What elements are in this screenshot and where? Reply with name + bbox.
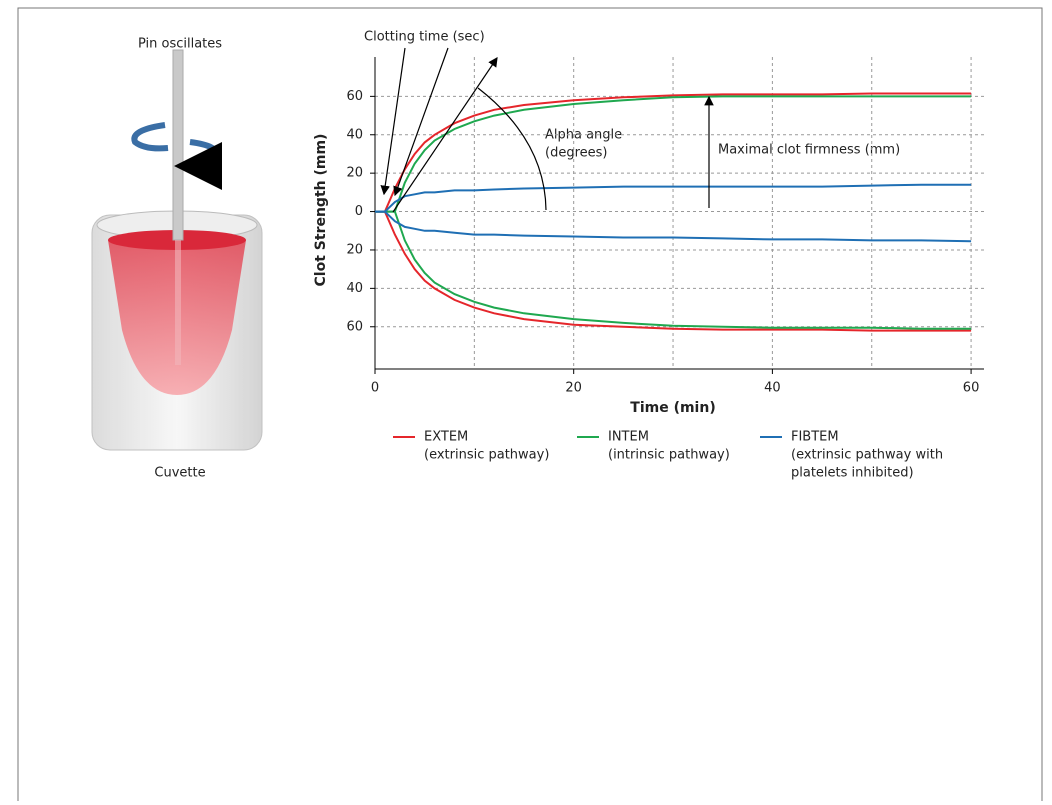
legend-description: platelets inhibited) — [791, 466, 914, 481]
plot: 60 40 20 0 20 40 60 0 20 40 60 — [346, 57, 984, 396]
y-tick-label: 60 — [346, 89, 363, 104]
legend-description: (intrinsic pathway) — [608, 448, 730, 463]
x-tick-label: 60 — [963, 381, 980, 396]
pin-label: Pin oscillates — [138, 37, 222, 52]
x-tick-label: 40 — [764, 381, 781, 396]
legend-label: INTEM — [608, 430, 649, 445]
series-line — [375, 210, 972, 243]
alpha-label: Alpha angle — [545, 128, 622, 143]
series-line — [375, 95, 972, 213]
x-tick-label: 20 — [565, 381, 582, 396]
series-line — [375, 92, 972, 213]
y-tick-label: 0 — [355, 204, 363, 219]
mcf-label: Maximal clot firmness (mm) — [718, 143, 900, 158]
y-tick-label: 40 — [346, 281, 363, 296]
y-axis-label: Clot Strength (mm) — [313, 134, 329, 287]
x-axis-label: Time (min) — [630, 400, 715, 416]
cuvette-label: Cuvette — [154, 466, 205, 481]
y-tick-label: 40 — [346, 127, 363, 142]
legend-description: (extrinsic pathway) — [424, 448, 549, 463]
annotation-arrows — [380, 47, 714, 213]
y-tick-label: 20 — [346, 166, 363, 181]
series-line — [375, 210, 972, 332]
y-tick-label: 60 — [346, 319, 363, 334]
legend-label: FIBTEM — [791, 430, 839, 445]
y-tick-label: 20 — [346, 242, 363, 257]
illustration: Pin oscillates Cuvette — [91, 37, 263, 481]
x-tick-label: 0 — [371, 381, 379, 396]
frame — [17, 7, 1043, 801]
clotting-time-label: Clotting time (sec) — [364, 30, 485, 45]
series-line — [375, 183, 972, 213]
legend-label: EXTEM — [424, 430, 468, 445]
series-line — [375, 210, 972, 330]
alpha-label: (degrees) — [545, 146, 607, 161]
legend-description: (extrinsic pathway with — [791, 448, 943, 463]
